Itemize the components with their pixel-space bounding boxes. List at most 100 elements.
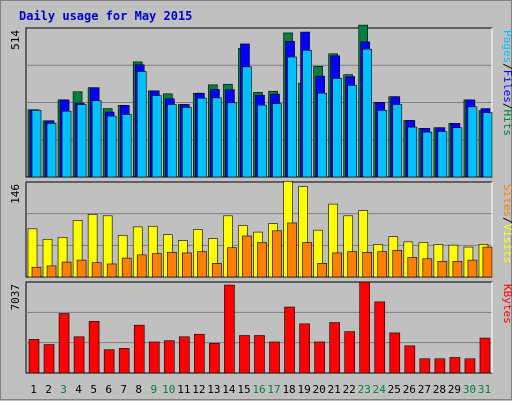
sites-bar-day-15	[242, 235, 252, 278]
kbytes-bar-day-11	[179, 336, 190, 374]
pages-bar-day-17	[272, 103, 282, 178]
legend-entry: Visits	[501, 224, 512, 264]
chart-title: Daily usage for May 2015	[19, 9, 193, 23]
pages-bar-day-3	[61, 110, 72, 178]
sites-bar-day-21	[332, 252, 342, 278]
x-tick-label-day-24: 24	[373, 383, 387, 396]
x-tick-label-day-16: 16	[252, 383, 265, 396]
kbytes-bar-day-18	[284, 306, 295, 374]
sites-bar-day-9	[151, 253, 162, 278]
x-tick-label-day-25: 25	[388, 383, 401, 396]
x-tick-label-day-6: 6	[105, 383, 112, 396]
kbytes-bar-day-23	[359, 281, 371, 374]
x-tick-label-day-30: 30	[463, 383, 476, 396]
legend-entry: Hits	[501, 110, 512, 137]
kbytes-bar-day-7	[118, 348, 130, 374]
x-tick-label-day-15: 15	[237, 383, 250, 396]
sites-bar-day-20	[317, 263, 327, 278]
x-tick-label-day-8: 8	[135, 383, 142, 396]
x-tick-label-day-29: 29	[448, 383, 461, 396]
x-tick-label-day-20: 20	[313, 383, 326, 396]
pages-bar-day-9	[151, 95, 162, 178]
legend-entry: Files	[501, 70, 512, 103]
kbytes-bar-day-6	[103, 349, 115, 374]
pages-bar-day-31	[482, 112, 493, 178]
x-tick-label-day-5: 5	[90, 383, 97, 396]
kbytes-bar-day-2	[43, 344, 55, 374]
kbytes-bar-day-20	[314, 341, 325, 374]
legend-entry: Sites	[501, 184, 512, 217]
sites-bar-day-19	[302, 242, 312, 278]
y-max-label-2: 146	[9, 184, 22, 204]
x-tick-label-day-11: 11	[177, 383, 190, 396]
sites-bar-day-10	[166, 251, 177, 278]
x-tick-label-day-1: 1	[30, 383, 37, 396]
x-tick-label-day-7: 7	[120, 383, 127, 396]
legend-1: Pages/Files/Hits	[501, 30, 512, 136]
sites-bar-day-1	[31, 266, 42, 278]
sites-bar-day-30	[467, 259, 478, 278]
pages-bar-day-12	[197, 97, 207, 178]
x-tick-label-day-19: 19	[297, 383, 310, 396]
sites-bar-day-12	[197, 251, 207, 278]
kbytes-bar-day-22	[344, 331, 355, 374]
y-max-label-1: 514	[9, 30, 22, 50]
x-tick-label-day-2: 2	[45, 383, 52, 396]
kbytes-bar-day-5	[88, 320, 100, 374]
pages-bar-day-29	[452, 127, 463, 178]
sites-bar-day-14	[227, 247, 237, 278]
kbytes-bar-day-21	[329, 322, 340, 374]
kbytes-bar-day-28	[434, 358, 446, 374]
kbytes-bar-day-29	[449, 357, 461, 374]
x-tick-label-day-4: 4	[75, 383, 82, 396]
kbytes-bar-day-8	[133, 324, 145, 374]
kbytes-bar-day-25	[389, 332, 401, 374]
sites-bar-day-13	[212, 263, 222, 278]
kbytes-bar-day-17	[269, 341, 280, 374]
pages-bar-day-20	[317, 92, 327, 178]
kbytes-bar-day-15	[239, 335, 250, 374]
x-tick-label-day-3: 3	[60, 383, 67, 396]
pages-bar-day-5	[91, 100, 102, 178]
pages-bar-day-27	[422, 131, 433, 178]
kbytes-bar-day-4	[73, 336, 85, 374]
kbytes-bar-day-12	[194, 333, 205, 374]
sites-bar-day-16	[257, 242, 267, 278]
sites-bar-day-28	[437, 261, 448, 278]
kbytes-bar-day-16	[254, 335, 265, 374]
legend-2: Sites/Visits	[501, 184, 512, 264]
sites-bar-day-11	[182, 252, 192, 278]
pages-bar-day-13	[212, 97, 222, 178]
kbytes-bar-day-10	[163, 340, 175, 374]
kbytes-bar-day-13	[209, 342, 220, 374]
sites-bar-day-17	[272, 230, 282, 278]
pages-bar-day-6	[106, 115, 117, 178]
sites-bar-day-8	[136, 254, 147, 278]
kbytes-bar-day-24	[374, 301, 386, 374]
pages-bar-day-25	[392, 104, 403, 178]
legend-entry: Pages	[501, 30, 512, 63]
x-tick-label-day-9: 9	[150, 383, 157, 396]
sites-bar-day-4	[76, 259, 87, 278]
sites-bar-day-7	[121, 257, 132, 278]
x-tick-label-day-21: 21	[328, 383, 341, 396]
pages-bar-day-21	[332, 78, 342, 178]
kbytes-bar-day-1	[28, 339, 40, 374]
sites-bar-day-24	[377, 251, 388, 278]
legend-entry: /	[501, 217, 512, 224]
sites-bar-day-25	[392, 250, 403, 278]
sites-bar-day-22	[347, 251, 357, 278]
sites-bar-day-3	[61, 261, 72, 278]
legend-3: KBytes	[501, 284, 512, 324]
pages-bar-day-24	[377, 110, 388, 178]
kbytes-bar-day-30	[464, 358, 476, 374]
x-tick-label-day-12: 12	[192, 383, 205, 396]
pages-bar-day-30	[467, 106, 478, 178]
x-tick-label-day-10: 10	[162, 383, 175, 396]
pages-bar-day-23	[362, 48, 373, 178]
x-tick-label-day-27: 27	[418, 383, 431, 396]
sites-bar-day-23	[362, 251, 373, 278]
x-tick-label-day-22: 22	[343, 383, 356, 396]
